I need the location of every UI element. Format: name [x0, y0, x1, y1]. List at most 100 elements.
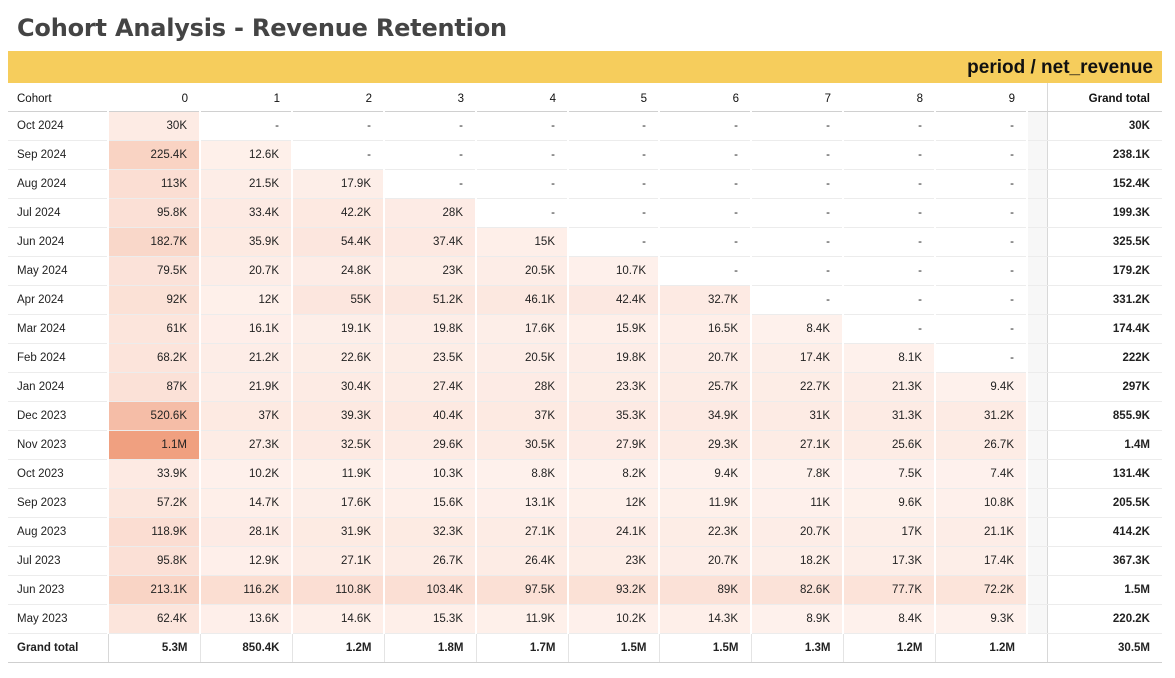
table-row: Feb 2024 68.2K 21.2K 22.6K 23.5K 20.5K 19.8K 20… — [8, 343, 1162, 373]
value-cell: 17K — [842, 517, 936, 547]
value-cell: - — [750, 169, 844, 199]
value-cell: 7.4K — [934, 459, 1028, 489]
cohort-label: May 2023 — [8, 604, 109, 634]
value-cell: 21.3K — [842, 372, 936, 402]
period-header-8[interactable]: 8 — [843, 83, 935, 112]
column-grand-total: 1.2M — [291, 632, 384, 663]
row-spacer — [1027, 111, 1047, 141]
value-cell: 8.4K — [750, 314, 844, 344]
value-cell: 20.7K — [658, 546, 752, 576]
cohort-label: Aug 2023 — [8, 517, 109, 547]
period-header-3[interactable]: 3 — [384, 83, 476, 112]
period-header-1[interactable]: 1 — [200, 83, 292, 112]
value-cell: 8.9K — [750, 604, 844, 634]
cohort-label: Jan 2024 — [8, 372, 109, 402]
value-cell: 93.2K — [567, 575, 660, 605]
period-header-9[interactable]: 9 — [935, 83, 1027, 112]
value-cell: 55K — [291, 285, 385, 315]
value-cell: 23K — [567, 546, 660, 576]
value-cell: 12.9K — [199, 546, 293, 576]
value-cell: 20.7K — [658, 343, 752, 373]
value-cell: 24.8K — [291, 256, 385, 286]
value-cell: 10.2K — [567, 604, 660, 634]
value-cell: 82.6K — [750, 575, 844, 605]
value-cell: 11.9K — [291, 459, 385, 489]
value-cell: - — [842, 111, 936, 141]
value-cell: 25.6K — [842, 430, 936, 460]
cohort-label: Mar 2024 — [8, 314, 109, 344]
value-cell: 35.9K — [199, 227, 293, 257]
value-cell: 28K — [383, 198, 477, 228]
period-header-0[interactable]: 0 — [108, 83, 200, 112]
value-cell: 8.8K — [475, 459, 569, 489]
row-grand-total: 179.2K — [1046, 256, 1162, 286]
value-cell: 15K — [475, 227, 569, 257]
value-cell: - — [842, 314, 936, 344]
value-cell: 29.3K — [658, 430, 752, 460]
value-cell: 13.1K — [475, 488, 569, 518]
table-row: May 2024 79.5K 20.7K 24.8K 23K 20.5K 10.7K - - - -… — [8, 256, 1162, 286]
table-row: Sep 2023 57.2K 14.7K 17.6K 15.6K 13.1K 12K 11.9… — [8, 488, 1162, 518]
period-header-5[interactable]: 5 — [568, 83, 659, 112]
cohort-label: Apr 2024 — [8, 285, 109, 315]
value-cell: 8.2K — [567, 459, 660, 489]
value-cell: 10.3K — [383, 459, 477, 489]
value-cell: - — [842, 256, 936, 286]
value-cell: 37.4K — [383, 227, 477, 257]
value-cell: 62.4K — [107, 604, 201, 634]
cohort-label: Oct 2024 — [8, 111, 109, 141]
period-header-6[interactable]: 6 — [659, 83, 751, 112]
value-cell: - — [475, 198, 569, 228]
value-cell: 10.7K — [567, 256, 660, 286]
row-grand-total: 1.5M — [1046, 575, 1162, 605]
period-header-2[interactable]: 2 — [292, 83, 384, 112]
value-cell: 95.8K — [107, 198, 201, 228]
row-grand-total: 199.3K — [1046, 198, 1162, 228]
table-row: Jul 2023 95.8K 12.9K 27.1K 26.7K 26.4K 23K 20.7… — [8, 546, 1162, 576]
cohort-label: Jul 2024 — [8, 198, 109, 228]
value-cell: 13.6K — [199, 604, 293, 634]
value-cell: 26.7K — [934, 430, 1028, 460]
value-cell: 37K — [475, 401, 569, 431]
value-cell: 42.2K — [291, 198, 385, 228]
value-cell: 22.6K — [291, 343, 385, 373]
grand-total-header[interactable]: Grand total — [1046, 83, 1162, 112]
value-cell: 23.5K — [383, 343, 477, 373]
value-cell: 72.2K — [934, 575, 1028, 605]
header-row: Cohort 0 1 2 3 4 5 6 7 8 9 Grand total — [8, 83, 1162, 112]
value-cell: - — [934, 169, 1028, 199]
value-cell: 1.1M — [107, 430, 201, 460]
value-cell: - — [475, 111, 569, 141]
period-header-4[interactable]: 4 — [476, 83, 568, 112]
value-cell: 32.7K — [658, 285, 752, 315]
value-cell: 17.6K — [291, 488, 385, 518]
value-cell: - — [750, 111, 844, 141]
value-cell: 17.4K — [934, 546, 1028, 576]
value-cell: 37K — [199, 401, 293, 431]
row-spacer — [1027, 430, 1047, 460]
value-cell: 116.2K — [199, 575, 293, 605]
period-header-7[interactable]: 7 — [751, 83, 843, 112]
table-row: Aug 2024 113K 21.5K 17.9K - - - - - - -152.4K — [8, 169, 1162, 199]
row-spacer — [1027, 372, 1047, 402]
cohort-header[interactable]: Cohort — [8, 83, 108, 112]
value-cell: - — [750, 256, 844, 286]
row-spacer — [1027, 140, 1047, 170]
cohort-label: Aug 2024 — [8, 169, 109, 199]
value-cell: - — [750, 227, 844, 257]
value-cell: 30.4K — [291, 372, 385, 402]
cohort-pivot-table: Cohort 0 1 2 3 4 5 6 7 8 9 Grand total Oct 2024 30K… — [8, 83, 1162, 663]
value-cell: 103.4K — [383, 575, 477, 605]
column-dimension-banner: period / net_revenue — [8, 51, 1162, 83]
grand-total-row: Grand total 5.3M 850.4K 1.2M 1.8M 1.7M 1.5M 1.5… — [8, 632, 1162, 663]
value-cell: 23.3K — [567, 372, 660, 402]
column-grand-total: 1.5M — [658, 632, 751, 663]
row-spacer — [1027, 488, 1047, 518]
value-cell: - — [567, 227, 660, 257]
column-grand-total: 1.8M — [383, 632, 476, 663]
value-cell: - — [842, 140, 936, 170]
row-spacer — [1027, 459, 1047, 489]
value-cell: - — [842, 285, 936, 315]
row-spacer — [1027, 546, 1047, 576]
cohort-label: Dec 2023 — [8, 401, 109, 431]
